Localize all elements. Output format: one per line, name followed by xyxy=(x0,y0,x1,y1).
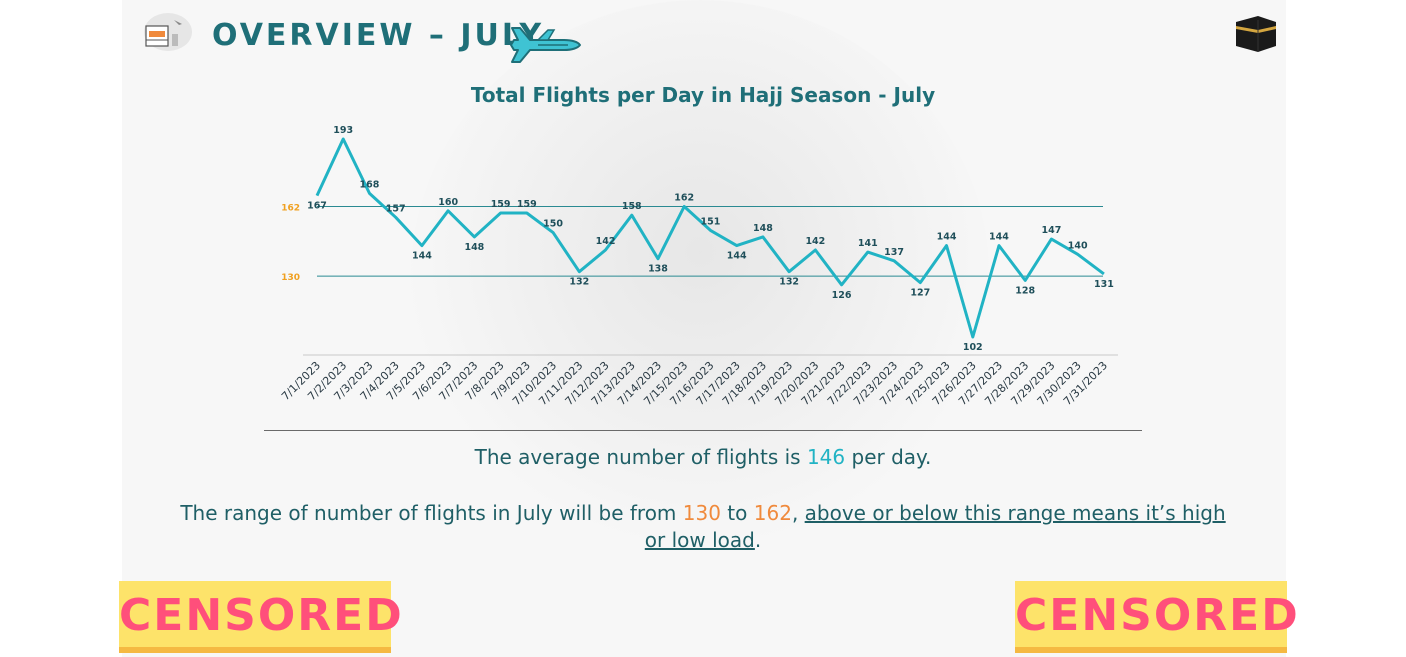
airport-icon xyxy=(144,13,192,51)
data-label: 140 xyxy=(1068,240,1088,251)
average-suffix: per day. xyxy=(845,445,932,469)
data-label: 144 xyxy=(412,251,432,262)
kaaba-icon xyxy=(1236,16,1276,52)
globe-watermark xyxy=(410,0,990,560)
censored-label-left: CENSORED xyxy=(119,581,402,653)
slide-background xyxy=(122,0,1286,657)
data-label: 131 xyxy=(1094,279,1114,290)
data-label: 102 xyxy=(963,342,983,353)
range-note-1: above or below this range means it’s hig… xyxy=(804,501,1226,525)
data-label: 193 xyxy=(333,125,353,136)
chart-title: Total Flights per Day in Hajj Season - J… xyxy=(470,83,936,107)
range-statement-line-1: The range of number of flights in July w… xyxy=(0,501,1406,525)
range-note-2: or low load xyxy=(644,528,755,552)
data-label: 160 xyxy=(438,197,458,208)
data-label: 150 xyxy=(543,219,563,230)
data-label: 167 xyxy=(307,201,327,212)
data-label: 159 xyxy=(517,199,537,210)
range-high: 162 xyxy=(753,501,792,525)
data-label: 142 xyxy=(596,236,616,247)
data-label: 144 xyxy=(989,232,1009,243)
data-label: 127 xyxy=(910,288,930,299)
page-title: OVERVIEW – JULY xyxy=(212,18,545,53)
data-label: 138 xyxy=(648,264,668,275)
range-mid: to xyxy=(720,501,754,525)
average-value: 146 xyxy=(806,445,846,469)
airplane-icon xyxy=(510,27,581,63)
data-label: 144 xyxy=(727,251,747,262)
data-label: 158 xyxy=(622,201,642,212)
data-label: 142 xyxy=(805,236,825,247)
censored-label-right: CENSORED xyxy=(1015,581,1298,653)
data-label: 126 xyxy=(832,290,852,301)
reference-label-130: 130 xyxy=(281,273,300,283)
reference-label-162: 162 xyxy=(281,203,300,213)
data-label: 148 xyxy=(464,242,484,253)
divider xyxy=(264,430,1142,431)
data-label: 141 xyxy=(858,238,878,249)
average-prefix: The average number of flights is xyxy=(474,445,807,469)
data-label: 137 xyxy=(884,247,904,258)
range-end: . xyxy=(754,528,762,552)
series-line xyxy=(315,137,1105,339)
data-label: 147 xyxy=(1042,225,1062,236)
data-label: 132 xyxy=(779,277,799,288)
data-label: 132 xyxy=(569,277,589,288)
range-comma: , xyxy=(791,501,805,525)
data-label: 168 xyxy=(360,179,380,190)
range-low: 130 xyxy=(682,501,721,525)
data-label: 151 xyxy=(701,216,721,227)
data-label: 159 xyxy=(491,199,511,210)
range-statement-line-2: or low load. xyxy=(0,528,1406,552)
data-label: 144 xyxy=(937,232,957,243)
range-prefix: The range of number of flights in July w… xyxy=(180,501,683,525)
data-label: 148 xyxy=(753,223,773,234)
average-statement: The average number of flights is 146 per… xyxy=(0,445,1406,469)
data-label: 157 xyxy=(386,203,406,214)
data-label: 128 xyxy=(1015,285,1035,296)
data-label: 162 xyxy=(674,192,694,203)
